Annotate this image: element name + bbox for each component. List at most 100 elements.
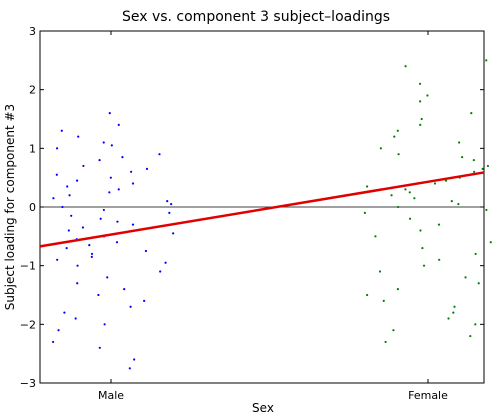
- male-point: [158, 153, 161, 156]
- female-point: [458, 141, 461, 144]
- y-tick-label: −2: [20, 318, 36, 331]
- female-point: [379, 147, 382, 150]
- female-point: [470, 112, 473, 115]
- female-point: [397, 205, 400, 209]
- female-point: [363, 211, 366, 214]
- male-point: [82, 164, 85, 168]
- male-point: [131, 223, 135, 226]
- male-point: [170, 202, 173, 206]
- y-tick-label: −1: [20, 260, 36, 273]
- male-point: [117, 188, 120, 191]
- female-point: [453, 305, 456, 308]
- male-point: [103, 323, 106, 326]
- female-point: [452, 311, 455, 314]
- female-point: [397, 153, 400, 156]
- female-point: [486, 164, 490, 168]
- male-point: [90, 252, 94, 256]
- male-point: [68, 194, 71, 197]
- male-point: [77, 135, 80, 138]
- female-point: [384, 340, 387, 344]
- female-point: [477, 282, 480, 285]
- male-point: [108, 191, 111, 194]
- male-point: [66, 185, 69, 188]
- male-point: [121, 156, 124, 159]
- female-point: [457, 202, 460, 206]
- male-point: [144, 249, 148, 253]
- male-point: [143, 299, 146, 302]
- male-point: [52, 197, 55, 200]
- female-point: [469, 334, 472, 338]
- male-point: [110, 144, 113, 147]
- male-point: [166, 200, 169, 203]
- male-point: [55, 147, 59, 150]
- female-point: [447, 317, 450, 320]
- male-point: [97, 293, 100, 297]
- male-point: [56, 258, 59, 261]
- male-point: [65, 246, 68, 250]
- male-point: [159, 270, 162, 273]
- male-point: [98, 346, 101, 349]
- female-point: [396, 129, 399, 132]
- male-point: [133, 358, 136, 361]
- female-point: [474, 323, 477, 326]
- male-point: [115, 241, 119, 244]
- male-point: [81, 226, 85, 229]
- female-point: [433, 182, 437, 185]
- female-point: [418, 82, 422, 85]
- male-point: [129, 305, 132, 308]
- male-point: [145, 167, 149, 170]
- female-point: [404, 188, 407, 191]
- female-point: [485, 59, 488, 62]
- male-point: [90, 255, 93, 258]
- male-point: [57, 329, 60, 332]
- female-point: [485, 208, 488, 212]
- male-point: [123, 288, 126, 291]
- male-point: [128, 367, 131, 370]
- x-tick-label-female: Female: [408, 389, 448, 402]
- female-point: [438, 258, 441, 261]
- y-tick-label: 0: [29, 201, 36, 214]
- y-tick-label: −3: [20, 377, 36, 390]
- female-point: [472, 158, 475, 162]
- female-point: [421, 246, 424, 250]
- female-point: [393, 135, 396, 138]
- male-point: [102, 208, 105, 212]
- female-point: [392, 329, 395, 332]
- female-point: [382, 299, 385, 302]
- female-point: [374, 235, 377, 238]
- male-point: [164, 261, 167, 264]
- male-point: [88, 244, 91, 247]
- male-point: [117, 123, 120, 126]
- male-point: [130, 170, 133, 173]
- male-point: [172, 232, 175, 235]
- female-point: [461, 156, 464, 159]
- female-point: [408, 191, 411, 194]
- male-point: [67, 229, 70, 232]
- female-point: [390, 194, 393, 197]
- female-point: [420, 117, 423, 121]
- female-point: [365, 185, 369, 188]
- female-point: [464, 276, 467, 279]
- male-point: [116, 220, 119, 223]
- female-point: [474, 252, 477, 256]
- male-point: [76, 264, 79, 267]
- y-axis-label: Subject loading for component #3: [3, 104, 17, 310]
- male-point: [63, 311, 66, 314]
- chart-title: Sex vs. component 3 subject–loadings: [122, 9, 390, 25]
- y-tick-label: 1: [29, 142, 36, 155]
- female-point: [481, 167, 484, 170]
- female-point: [404, 65, 407, 68]
- female-point: [396, 288, 399, 291]
- female-point: [413, 197, 416, 200]
- regression-line: [39, 171, 485, 248]
- female-point: [489, 241, 492, 244]
- male-point: [76, 282, 79, 285]
- male-point: [51, 340, 55, 344]
- female-point: [473, 170, 476, 173]
- x-tick-label-male: Male: [98, 389, 124, 402]
- male-point: [99, 217, 102, 220]
- female-point: [378, 270, 382, 273]
- male-point: [98, 158, 101, 162]
- female-point: [408, 217, 412, 220]
